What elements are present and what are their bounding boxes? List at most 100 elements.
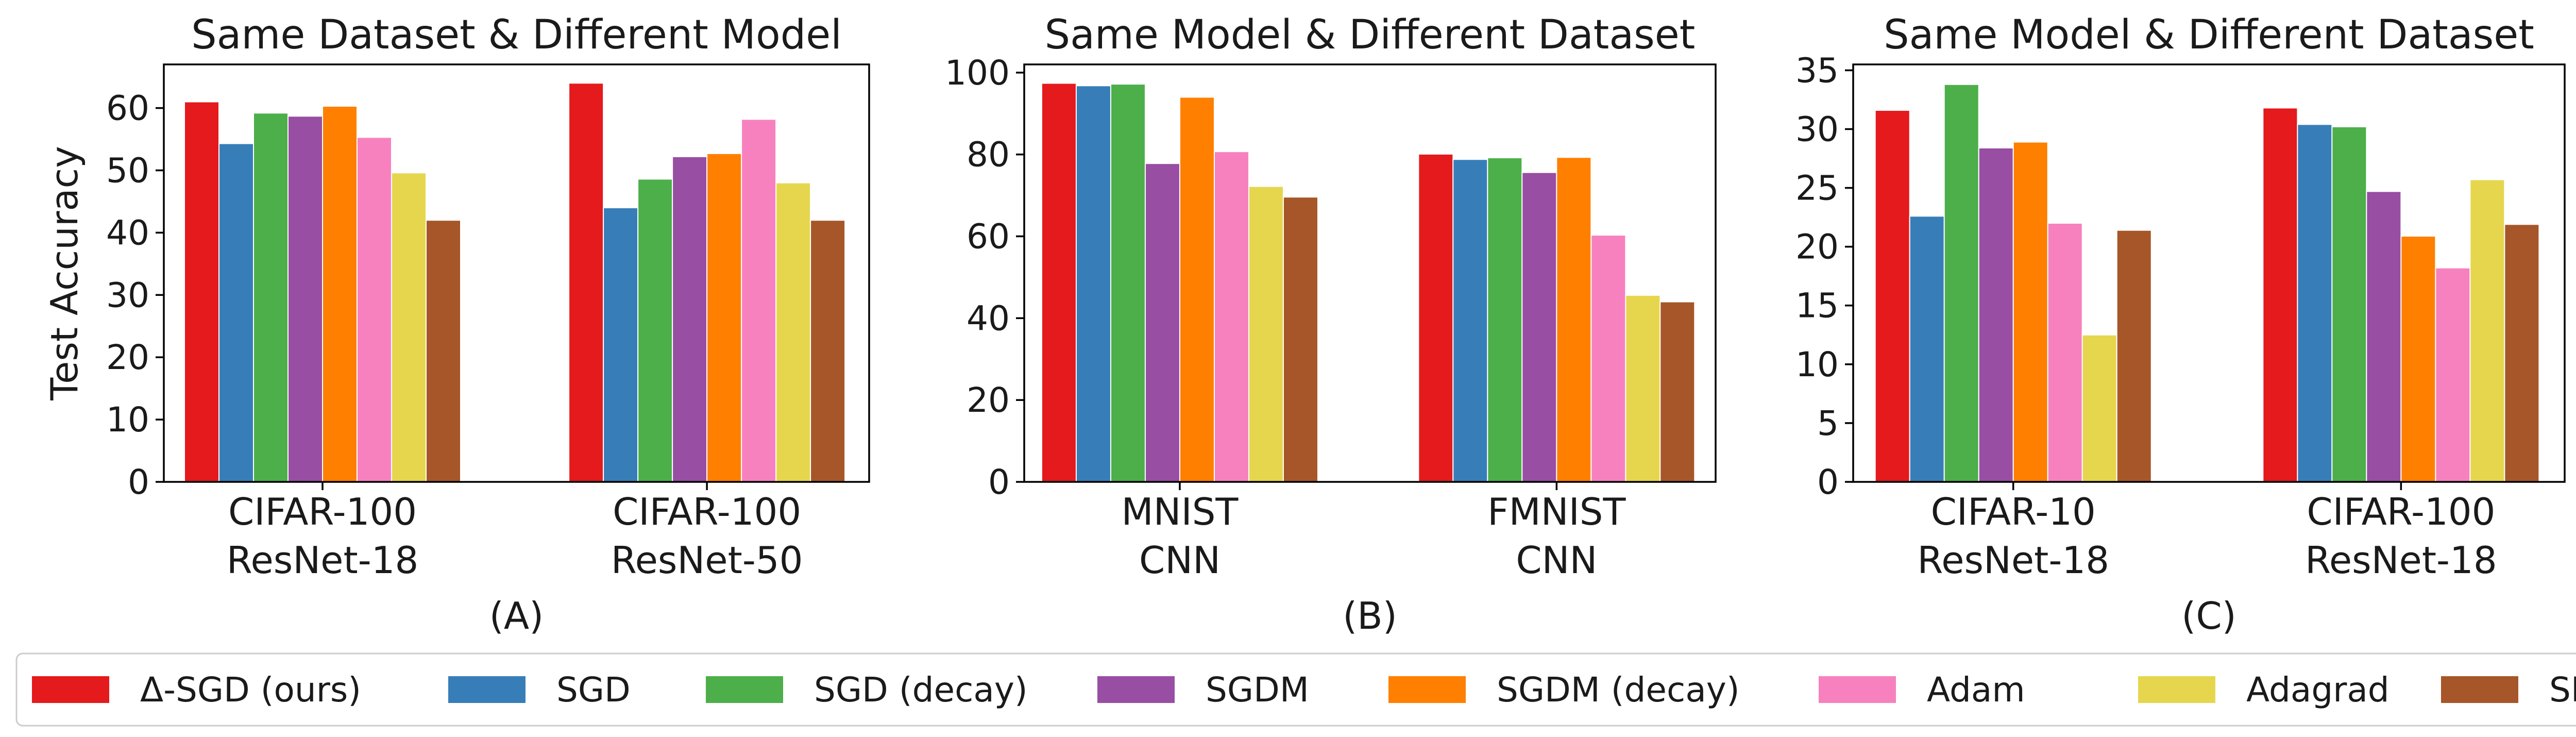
bar <box>637 178 673 482</box>
category-label: FMNIST <box>1487 490 1626 533</box>
category-label: ResNet-18 <box>2305 539 2497 582</box>
legend-swatch <box>32 676 109 703</box>
bar <box>1874 109 1910 483</box>
y-tick-label: 25 <box>1795 169 1839 208</box>
bar <box>1282 196 1318 482</box>
y-tick-label: 20 <box>106 338 149 377</box>
y-tick-label: 100 <box>945 53 1010 93</box>
legend-swatch <box>2441 676 2518 703</box>
bar <box>2081 334 2117 483</box>
category-label: CIFAR-100 <box>2307 490 2495 533</box>
bar <box>1041 82 1077 482</box>
y-tick-label: 5 <box>1817 404 1839 443</box>
plot-frame <box>1852 63 2566 483</box>
y-tick-label: 10 <box>1795 345 1839 384</box>
y-tick-label: 50 <box>106 151 149 191</box>
bar <box>2012 141 2048 482</box>
bar <box>1144 163 1180 483</box>
bar <box>218 143 255 483</box>
legend-entry: SGD <box>448 670 631 710</box>
bar <box>672 156 708 483</box>
bar <box>1909 215 1945 483</box>
bar <box>2297 124 2333 482</box>
category-label: CIFAR-100 <box>228 490 417 533</box>
category-label: CIFAR-100 <box>613 490 801 533</box>
y-tick-label: 40 <box>106 213 149 253</box>
category-label: CNN <box>1516 539 1597 582</box>
legend: Δ-SGD (ours) SGD SGD (decay) SGDM SGDM (deca… <box>15 652 2576 727</box>
bar <box>1556 157 1592 482</box>
y-tick-label: 15 <box>1795 286 1839 326</box>
bar <box>775 182 811 483</box>
bar <box>2435 267 2471 483</box>
y-axis-label: Test Accuracy <box>43 146 86 400</box>
panel-title: Same Model & Different Dataset <box>1884 12 2534 58</box>
plot-frame <box>163 63 870 483</box>
bar <box>2469 179 2505 482</box>
panel-label: (A) <box>489 594 544 638</box>
category-label: CIFAR-10 <box>1931 490 2096 533</box>
category-label: ResNet-18 <box>1917 539 2109 582</box>
bar <box>426 220 462 482</box>
y-tick-label: 40 <box>967 298 1010 338</box>
legend-swatch <box>1388 676 1466 703</box>
panel-label: (C) <box>2181 594 2236 638</box>
bar <box>741 119 777 482</box>
legend-label: SGDM (decay) <box>1497 670 1740 710</box>
bar <box>391 172 427 482</box>
bar <box>357 137 393 482</box>
legend-label: Δ-SGD (ours) <box>140 670 361 710</box>
bar <box>2331 126 2367 483</box>
y-tick-label: 80 <box>967 135 1010 175</box>
legend-swatch <box>706 676 783 703</box>
y-tick-label: 20 <box>1795 227 1839 267</box>
bar <box>706 153 742 482</box>
bar <box>2116 229 2152 482</box>
bar <box>1590 234 1626 482</box>
panel-3: Same Model & Different Dataset CIFAR-10 Re… <box>1795 12 2566 638</box>
bar <box>253 112 289 482</box>
bar <box>2504 224 2540 482</box>
bar <box>2262 107 2298 482</box>
bar <box>1179 96 1215 482</box>
legend-label: SGD <box>556 670 631 710</box>
category-label: ResNet-18 <box>227 539 419 582</box>
legend-swatch <box>448 676 526 703</box>
y-tick-label: 30 <box>106 275 149 315</box>
bar <box>287 115 324 483</box>
y-tick-label: 60 <box>106 89 149 128</box>
y-tick-label: 20 <box>967 380 1010 420</box>
panel-1: Same Dataset & Different Model CIFAR-100 R… <box>43 12 870 638</box>
bar <box>322 106 358 482</box>
bar <box>1943 83 1979 482</box>
bar <box>1487 157 1523 482</box>
bar <box>1213 151 1249 483</box>
legend-label: SGD (decay) <box>814 670 1028 710</box>
bar <box>1452 159 1488 482</box>
bar <box>1110 83 1146 482</box>
bar <box>810 220 846 482</box>
bar <box>184 101 220 483</box>
bar <box>568 82 604 482</box>
legend-entry: Adam <box>1819 670 2025 710</box>
y-tick-label: 35 <box>1795 51 1839 90</box>
panel-title: Same Model & Different Dataset <box>1045 12 1696 58</box>
y-tick-label: 0 <box>988 462 1010 502</box>
bar <box>1075 85 1111 482</box>
bar <box>603 207 639 482</box>
legend-entry: SPS <box>2441 670 2576 710</box>
legend-frame <box>15 652 2576 727</box>
category-label: CNN <box>1139 539 1221 582</box>
bar <box>1659 301 1696 483</box>
y-tick-label: 0 <box>1817 462 1839 502</box>
legend-entry: SGDM (decay) <box>1388 670 1740 710</box>
bar <box>1521 172 1557 483</box>
plot-frame <box>1023 63 1717 483</box>
legend-label: Adagrad <box>2246 670 2389 710</box>
y-tick-label: 10 <box>106 400 149 440</box>
panel-title: Same Dataset & Different Model <box>191 12 842 58</box>
bar <box>2400 236 2436 482</box>
legend-label: SPS <box>2549 670 2576 710</box>
legend-label: SGDM <box>1206 670 1309 710</box>
